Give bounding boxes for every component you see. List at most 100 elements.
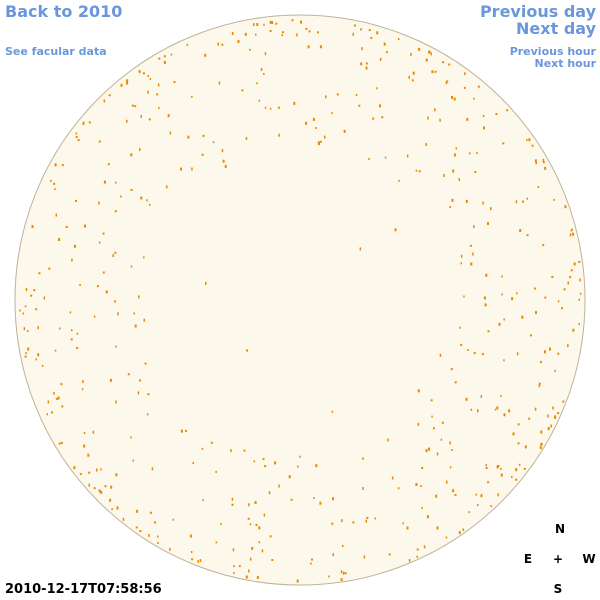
next-day-link[interactable]: Next day	[516, 19, 596, 38]
facula	[255, 33, 257, 36]
facula	[454, 381, 457, 384]
previous-hour-link[interactable]: Previous hour	[509, 45, 596, 58]
previous-day-link[interactable]: Previous day	[479, 2, 596, 21]
facula	[148, 118, 151, 121]
facula	[54, 188, 56, 191]
facula	[324, 135, 326, 139]
facula	[282, 31, 285, 34]
facula	[579, 292, 582, 295]
facula	[149, 78, 152, 81]
facula	[528, 138, 531, 142]
facula	[340, 578, 343, 582]
facula	[500, 395, 502, 398]
facula	[453, 97, 456, 101]
facula	[130, 153, 133, 157]
facula	[201, 153, 204, 156]
facula	[79, 473, 82, 476]
facula	[539, 361, 542, 364]
facula	[368, 29, 371, 32]
facula	[421, 507, 423, 509]
facula	[487, 330, 490, 333]
facula	[445, 536, 448, 539]
facula	[278, 133, 280, 137]
facula	[482, 115, 485, 117]
facula	[163, 60, 166, 64]
facula	[481, 353, 484, 356]
facula	[71, 329, 73, 332]
facula	[394, 228, 397, 232]
facula	[331, 410, 334, 413]
facula	[473, 97, 475, 100]
facula	[308, 30, 311, 33]
facula	[60, 442, 63, 444]
facula	[253, 23, 255, 27]
facula	[524, 445, 527, 449]
facula	[542, 161, 545, 164]
facula	[256, 82, 258, 85]
facula	[139, 530, 142, 533]
facula	[274, 461, 277, 465]
facula	[37, 353, 40, 357]
facula	[332, 553, 334, 557]
facula	[47, 400, 50, 404]
facula	[87, 453, 90, 457]
facula	[359, 247, 362, 251]
facula	[122, 517, 125, 521]
facula	[483, 296, 486, 300]
facula	[264, 106, 267, 109]
facula	[43, 296, 46, 300]
facula	[115, 473, 118, 477]
facula	[256, 23, 259, 26]
facula	[115, 181, 117, 184]
facula	[190, 551, 193, 553]
facula	[76, 347, 79, 349]
facula	[65, 226, 68, 228]
facula	[57, 396, 60, 400]
facula	[557, 300, 560, 303]
facula	[202, 134, 205, 137]
facula	[218, 81, 221, 85]
facula	[477, 85, 480, 88]
facula	[406, 154, 409, 158]
facula	[290, 498, 293, 501]
facula	[518, 463, 521, 466]
facula	[35, 358, 37, 361]
facula	[146, 199, 148, 202]
facula	[379, 57, 382, 61]
facula	[291, 19, 294, 22]
facula	[25, 288, 28, 291]
facula	[415, 483, 418, 486]
facula	[19, 309, 21, 312]
facula	[158, 107, 160, 110]
facula	[511, 475, 513, 478]
facula	[535, 311, 537, 315]
facular-data-link[interactable]: See facular data	[5, 45, 107, 58]
facula	[517, 423, 520, 426]
facula	[342, 545, 344, 547]
facula	[83, 444, 86, 448]
facula	[109, 378, 112, 382]
next-hour-link[interactable]: Next hour	[534, 57, 597, 70]
compass-center: +	[552, 552, 564, 566]
facula	[544, 166, 547, 170]
facula	[402, 522, 404, 525]
facula	[415, 169, 418, 172]
facula	[501, 275, 503, 278]
facula	[535, 162, 537, 165]
facula	[463, 86, 466, 89]
back-link[interactable]: Back to 2010	[5, 2, 123, 21]
facula	[463, 295, 465, 298]
facula	[217, 42, 219, 46]
facula	[526, 234, 529, 237]
facula	[191, 95, 193, 98]
facula	[460, 343, 463, 346]
compass-south: S	[553, 582, 563, 596]
facula	[61, 164, 64, 167]
facula	[383, 42, 386, 46]
facula	[365, 519, 367, 523]
facula	[430, 52, 432, 56]
facula	[436, 452, 439, 456]
facula	[269, 30, 272, 32]
facula	[220, 523, 222, 525]
